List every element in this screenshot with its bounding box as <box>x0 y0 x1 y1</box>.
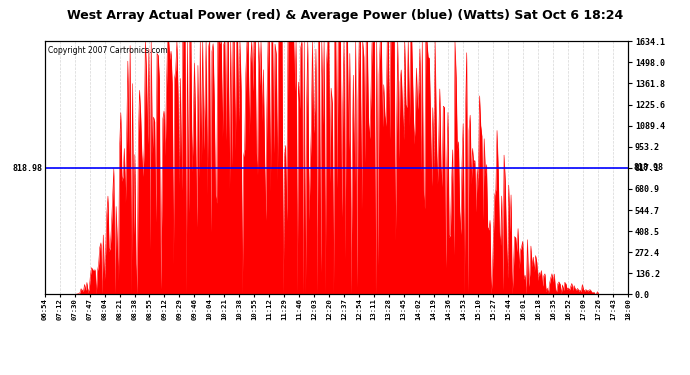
Text: 818.98: 818.98 <box>633 163 664 172</box>
Text: West Array Actual Power (red) & Average Power (blue) (Watts) Sat Oct 6 18:24: West Array Actual Power (red) & Average … <box>67 9 623 22</box>
Text: Copyright 2007 Cartronics.com: Copyright 2007 Cartronics.com <box>48 46 168 56</box>
